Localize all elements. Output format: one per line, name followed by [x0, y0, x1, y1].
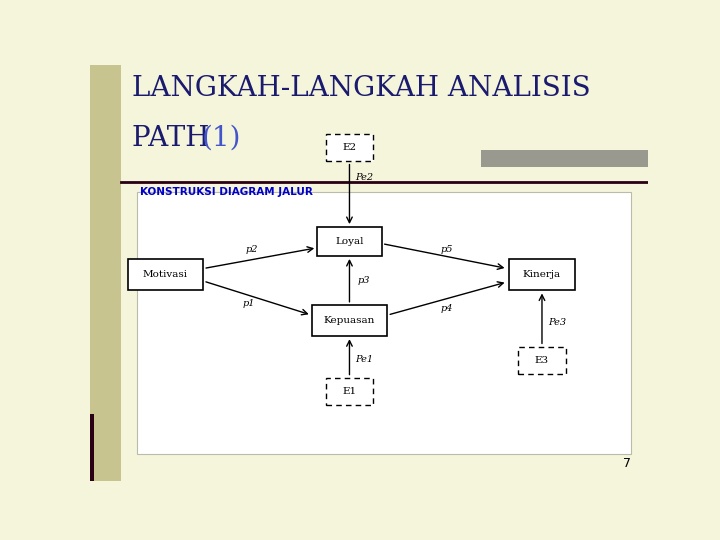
Bar	[138, 192, 631, 454]
Bar	[121, 65, 648, 181]
Text: PATH: PATH	[132, 125, 218, 152]
Text: E3: E3	[535, 355, 549, 364]
Bar	[90, 65, 121, 481]
Bar	[325, 377, 373, 404]
Text: p2: p2	[246, 245, 258, 254]
Text: p1: p1	[243, 299, 256, 308]
Text: 7: 7	[624, 457, 631, 470]
Bar	[508, 259, 575, 291]
Text: LANGKAH-LANGKAH ANALISIS: LANGKAH-LANGKAH ANALISIS	[132, 75, 590, 102]
Text: E1: E1	[343, 387, 356, 396]
Text: p3: p3	[357, 276, 369, 285]
Text: Loyal: Loyal	[336, 237, 364, 246]
Bar	[90, 414, 94, 481]
Bar	[481, 150, 648, 167]
Text: E2: E2	[343, 144, 356, 152]
Text: KONSTRUKSI DIAGRAM JALUR: KONSTRUKSI DIAGRAM JALUR	[140, 187, 313, 198]
Text: Pe2: Pe2	[356, 173, 374, 181]
Text: Pe1: Pe1	[356, 355, 374, 363]
Text: Pe3: Pe3	[549, 318, 567, 327]
Bar	[518, 347, 566, 374]
Text: Motivasi: Motivasi	[143, 271, 188, 279]
Bar	[127, 259, 203, 291]
Text: Kinerja: Kinerja	[523, 271, 561, 279]
Text: p4: p4	[441, 303, 454, 313]
Text: Kepuasan: Kepuasan	[324, 316, 375, 325]
Bar	[312, 305, 387, 336]
Bar	[318, 227, 382, 256]
Bar	[325, 134, 373, 161]
Text: p5: p5	[441, 245, 454, 254]
Text: (1): (1)	[202, 125, 241, 152]
